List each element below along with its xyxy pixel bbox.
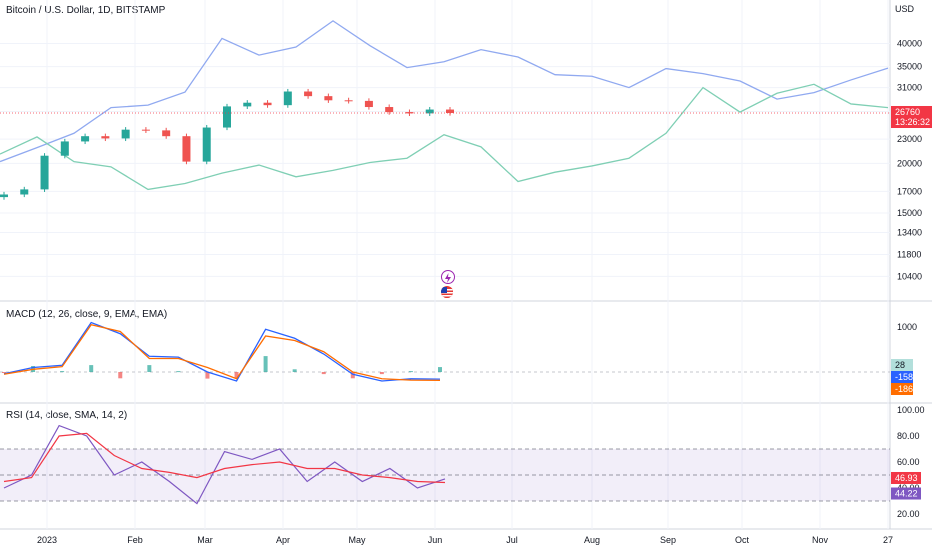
macd-histogram-bar xyxy=(118,372,123,379)
rsi-sma-value-label: 44.22 xyxy=(895,489,918,499)
currency-label: USD xyxy=(895,4,915,14)
time-axis-label: May xyxy=(348,535,366,545)
macd-axis-label: 1000 xyxy=(897,322,917,332)
candle-body xyxy=(324,96,333,101)
macd-histogram-bar xyxy=(234,372,239,379)
macd-histogram-bar xyxy=(292,369,297,372)
candle-body xyxy=(162,130,171,137)
candle-body xyxy=(0,194,8,198)
countdown-label: 13:26:32 xyxy=(895,117,930,127)
lightning-icon[interactable] xyxy=(441,270,455,284)
candle-body xyxy=(283,91,292,106)
price-axis-label: 13400 xyxy=(897,228,922,238)
chart-title: Bitcoin / U.S. Dollar, 1D, BITSTAMP xyxy=(6,5,166,16)
time-axis-label: Sep xyxy=(660,535,676,545)
macd-value-label: -158 xyxy=(895,372,913,382)
rsi-sma-line xyxy=(3,432,446,484)
macd-histogram-bar xyxy=(176,371,181,373)
rsi-axis-label: 60.00 xyxy=(897,457,920,467)
price-axis-label: 15000 xyxy=(897,208,922,218)
macd-line xyxy=(3,321,441,382)
macd-histogram-bar xyxy=(321,372,326,375)
macd-histogram-bar xyxy=(2,372,6,373)
last-price-label: 26760 xyxy=(895,107,920,117)
price-axis-label: 17000 xyxy=(897,186,922,196)
candle-body xyxy=(202,127,211,162)
candle-body xyxy=(446,109,454,113)
last-price-badge xyxy=(891,105,932,128)
candle-body xyxy=(121,129,130,139)
macd-value-badge xyxy=(891,383,913,395)
price-axis-label: 31000 xyxy=(897,83,922,93)
macd-histogram-bar xyxy=(350,372,355,379)
time-axis-label: 27 xyxy=(883,535,893,545)
macd-histogram-bar xyxy=(408,371,413,373)
time-axis-label: Oct xyxy=(735,535,750,545)
time-axis-label: Apr xyxy=(276,535,290,545)
price-axis-label: 35000 xyxy=(897,62,922,72)
macd-histogram-bar xyxy=(89,365,94,372)
candle-body xyxy=(81,136,90,142)
candle-body xyxy=(385,107,394,113)
macd-histogram-bar xyxy=(263,356,268,372)
rsi-line xyxy=(3,424,446,505)
candle-body xyxy=(304,91,313,97)
time-axis-label: 2023 xyxy=(37,535,57,545)
time-axis-label: Aug xyxy=(584,535,600,545)
candle-body xyxy=(243,102,252,107)
macd-value-label: 28 xyxy=(895,360,905,370)
macd-pane-title: MACD (12, 26, close, 9, EMA, EMA) xyxy=(6,309,168,320)
candle-body xyxy=(20,189,29,195)
us-flag-icon[interactable] xyxy=(441,286,453,298)
time-axis-label: Jul xyxy=(506,535,518,545)
time-axis-label: Nov xyxy=(812,535,829,545)
overlay-line-blue xyxy=(0,20,889,163)
rsi-sma-value-badge xyxy=(891,487,921,500)
candle-body xyxy=(182,136,191,162)
macd-histogram-bar xyxy=(379,372,384,375)
price-axis-label: 10400 xyxy=(897,271,922,281)
macd-histogram-bar xyxy=(205,372,210,379)
rsi-axis-label: 100.00 xyxy=(897,405,925,415)
signal-line xyxy=(3,324,441,382)
candle-body xyxy=(40,155,49,190)
candle-body xyxy=(405,112,414,114)
price-axis-label: 11800 xyxy=(897,250,921,260)
rsi-axis-label: 20.00 xyxy=(897,509,920,519)
rsi-pane-title: RSI (14, close, SMA, 14, 2) xyxy=(6,410,128,421)
macd-value-label: -186 xyxy=(895,384,913,394)
rsi-value-label: 46.93 xyxy=(895,473,918,483)
price-axis-label: 40000 xyxy=(897,39,922,49)
time-axis-label: Mar xyxy=(197,535,213,545)
price-axis-label: 20000 xyxy=(897,158,922,168)
rsi-value-badge xyxy=(891,471,921,484)
candle-body xyxy=(223,106,231,128)
time-axis-label: Feb xyxy=(127,535,143,545)
rsi-axis-label: 80.00 xyxy=(897,431,920,441)
macd-value-badge xyxy=(891,371,913,383)
macd-histogram-bar xyxy=(438,367,442,372)
candle-body xyxy=(364,100,373,108)
macd-value-badge xyxy=(891,359,913,371)
overlay-line-green xyxy=(0,83,889,191)
time-axis-label: Jun xyxy=(428,535,443,545)
price-axis-label: 23000 xyxy=(897,134,922,144)
candle-body xyxy=(344,100,353,102)
candle-body xyxy=(425,109,434,114)
candle-body xyxy=(101,136,110,139)
macd-histogram-bar xyxy=(147,365,152,372)
macd-histogram-bar xyxy=(60,371,65,373)
candle-body xyxy=(60,141,69,156)
candle-body xyxy=(141,129,150,131)
candle-body xyxy=(263,102,272,106)
